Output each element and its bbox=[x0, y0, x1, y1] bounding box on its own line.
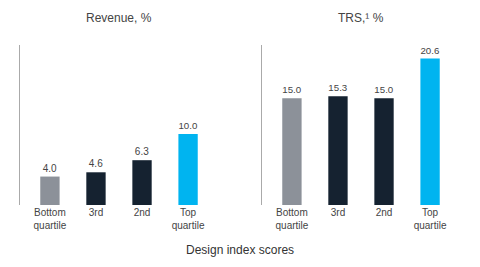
svg-text:10.0: 10.0 bbox=[178, 120, 197, 131]
svg-text:15.3: 15.3 bbox=[328, 82, 347, 93]
svg-text:4.0: 4.0 bbox=[43, 163, 57, 174]
svg-text:Topquartile: Topquartile bbox=[172, 207, 205, 231]
svg-text:Design index scores: Design index scores bbox=[186, 243, 294, 257]
svg-text:3rd: 3rd bbox=[331, 207, 345, 218]
svg-text:TRS,¹ %: TRS,¹ % bbox=[338, 11, 384, 25]
svg-text:4.6: 4.6 bbox=[89, 158, 103, 169]
svg-text:Topquartile: Topquartile bbox=[414, 207, 447, 231]
svg-text:2nd: 2nd bbox=[376, 207, 393, 218]
svg-text:6.3: 6.3 bbox=[135, 146, 149, 157]
svg-text:20.6: 20.6 bbox=[420, 45, 439, 56]
svg-text:3rd: 3rd bbox=[89, 207, 103, 218]
svg-text:15.0: 15.0 bbox=[282, 84, 301, 95]
svg-text:15.0: 15.0 bbox=[374, 84, 393, 95]
svg-text:Bottomquartile: Bottomquartile bbox=[34, 207, 67, 231]
svg-text:Revenue, %: Revenue, % bbox=[86, 11, 152, 25]
svg-text:Bottomquartile: Bottomquartile bbox=[276, 207, 309, 231]
svg-text:2nd: 2nd bbox=[134, 207, 151, 218]
